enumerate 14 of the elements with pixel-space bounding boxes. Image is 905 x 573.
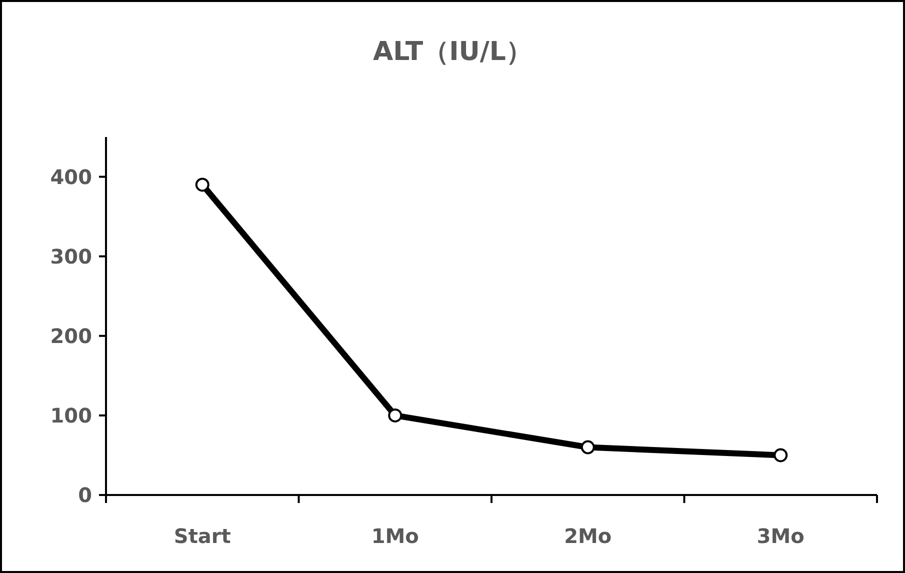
x-tick-label: 3Mo [756, 524, 804, 548]
point [580, 440, 595, 454]
point [774, 448, 788, 462]
point [388, 408, 402, 422]
y-tick-label: 400 [50, 164, 92, 189]
x-tick-label: Start [174, 524, 232, 548]
x-tick-label: 1Mo [371, 524, 419, 548]
chart-title: ALT（IU/L） [373, 37, 532, 67]
x-tick-label: 2Mo [564, 524, 612, 548]
point [195, 178, 210, 192]
y-tick-label: 0 [78, 483, 92, 507]
y-tick-label: 100 [50, 403, 92, 428]
y-tick-label: 200 [50, 324, 92, 348]
y-tick-label: 300 [50, 244, 92, 268]
